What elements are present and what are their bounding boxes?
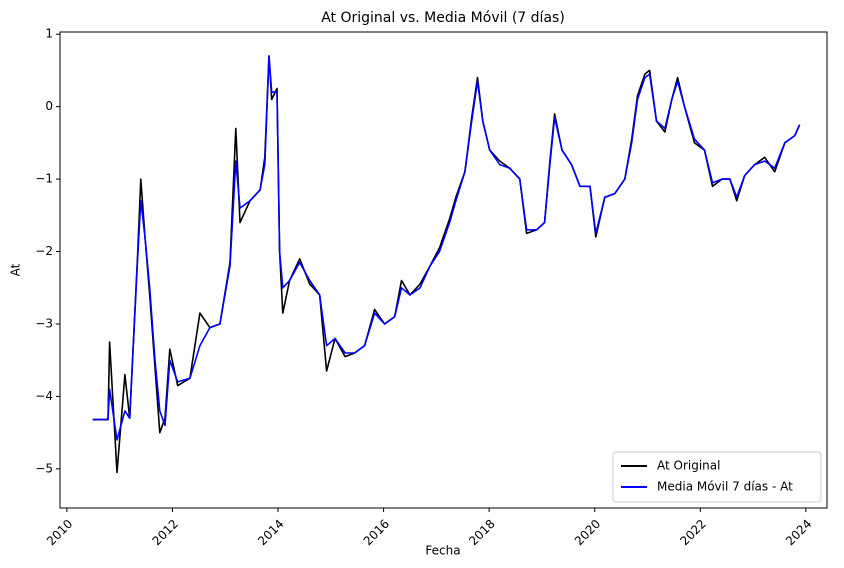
x-tick-label: 2024: [783, 517, 814, 548]
x-tick-label: 2022: [677, 517, 708, 548]
y-tick-label: 0: [45, 99, 53, 113]
chart-title: At Original vs. Media Móvil (7 días): [321, 10, 565, 26]
y-tick-label: −5: [35, 461, 53, 475]
legend-label: At Original: [657, 459, 720, 473]
y-tick-label: −1: [35, 172, 53, 186]
plot-frame: [59, 31, 828, 509]
y-axis-label: At: [9, 263, 23, 276]
x-tick-label: 2012: [150, 517, 181, 548]
x-tick-label: 2010: [44, 517, 75, 548]
series-line: [92, 55, 801, 441]
legend-box: [612, 451, 822, 503]
x-axis-label: Fecha: [425, 544, 460, 558]
x-tick-label: 2014: [255, 517, 286, 548]
legend-label: Media Móvil 7 días - At: [657, 480, 793, 494]
y-tick-label: 1: [45, 27, 53, 41]
y-tick-label: −4: [35, 389, 53, 403]
y-tick-label: −2: [35, 244, 53, 258]
y-tick-label: −3: [35, 316, 53, 330]
series-line: [92, 55, 801, 474]
legend: At Original Media Móvil 7 días - At: [612, 451, 822, 503]
x-tick-label: 2016: [361, 517, 392, 548]
x-tick-label: 2018: [466, 517, 497, 548]
x-tick-label: 2020: [572, 517, 603, 548]
